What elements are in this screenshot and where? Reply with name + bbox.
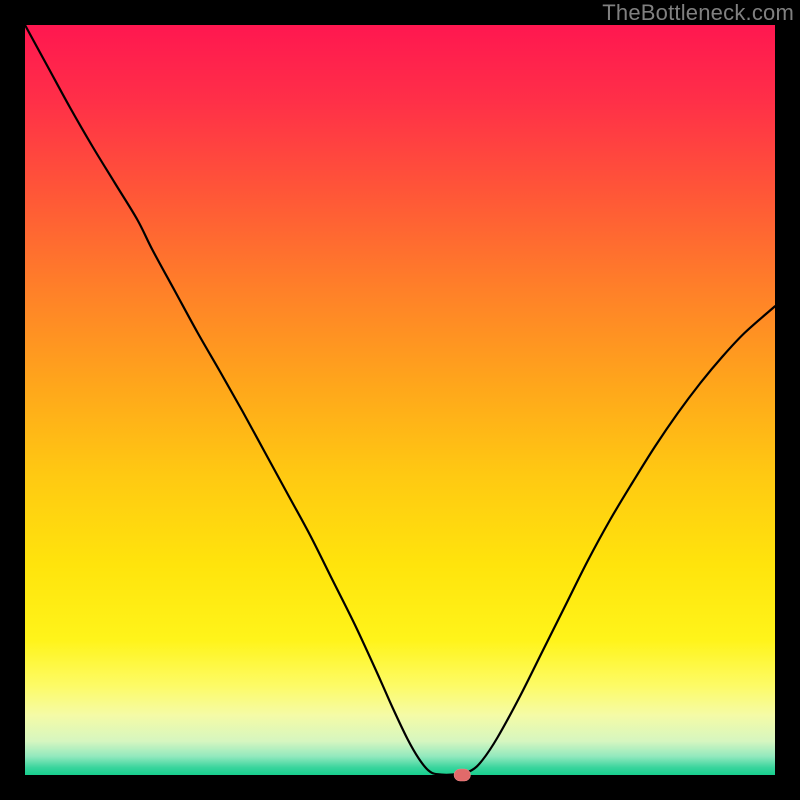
optimal-point-marker bbox=[454, 769, 471, 781]
gradient-background bbox=[25, 25, 775, 775]
bottleneck-chart bbox=[0, 0, 800, 800]
watermark-text: TheBottleneck.com bbox=[602, 0, 794, 26]
